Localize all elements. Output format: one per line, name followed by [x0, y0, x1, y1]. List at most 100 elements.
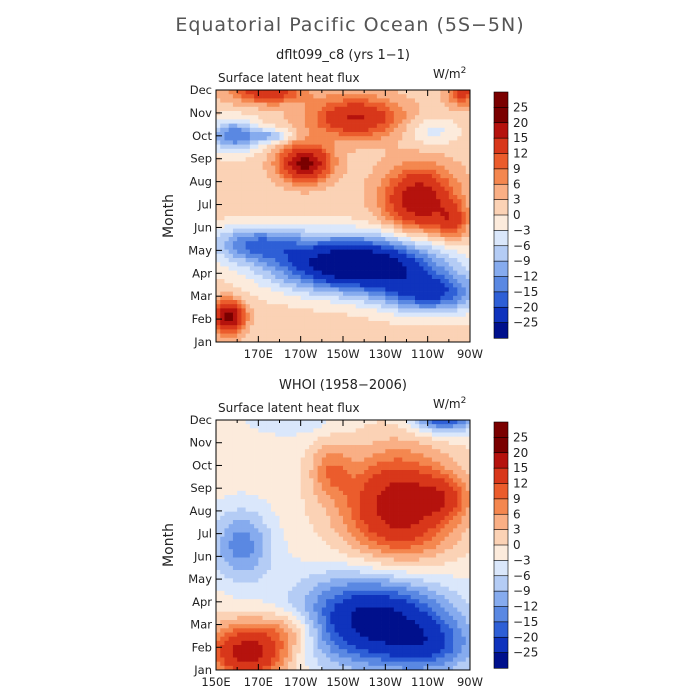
panel-model-cell — [262, 123, 268, 129]
panel-obs-cell — [220, 424, 225, 429]
panel-model-cell — [343, 178, 348, 183]
panel-obs-cell — [309, 490, 314, 496]
panel-model-cell — [258, 211, 263, 217]
panel-model-cell — [453, 195, 458, 200]
panel-model-cell — [317, 140, 323, 145]
panel-model-cell — [389, 337, 395, 343]
panel-obs-cell — [232, 478, 238, 483]
panel-obs-cell — [317, 465, 323, 471]
panel-obs-cell — [453, 499, 458, 504]
panel-model-cell — [423, 148, 429, 154]
panel-model-cell — [347, 279, 352, 284]
panel-model-cell — [427, 211, 433, 217]
panel-obs-cell — [393, 461, 399, 467]
panel-obs-cell — [461, 436, 467, 442]
panel-model-cell — [347, 325, 352, 330]
panel-obs-cell — [334, 445, 340, 450]
panel-model-cell — [338, 123, 344, 129]
panel-model-cell — [321, 207, 327, 213]
panel-model-cell — [326, 270, 331, 276]
panel-model-cell — [258, 157, 263, 162]
panel-model-cell — [326, 90, 331, 95]
panel-obs-cell — [224, 440, 230, 446]
panel-model-cell — [224, 308, 230, 313]
panel-model-cell — [427, 232, 433, 238]
panel-model-cell — [326, 195, 331, 200]
panel-model-cell — [376, 253, 382, 259]
panel-model-cell — [287, 127, 293, 133]
panel-model-cell — [364, 153, 369, 158]
panel-model-cell — [419, 178, 424, 183]
panel-obs-cell — [249, 440, 255, 446]
panel-model-cell — [368, 186, 373, 192]
panel-model-cell — [304, 203, 310, 208]
panel-model-cell — [453, 94, 458, 99]
panel-model-cell — [351, 258, 357, 263]
panel-model-xtick-label: 170W — [284, 347, 317, 361]
panel-model-cell — [453, 291, 458, 297]
panel-model-cell — [419, 207, 424, 213]
panel-model-cell — [216, 249, 221, 255]
panel-model-cell — [448, 144, 454, 150]
panel-model-cell — [258, 106, 263, 112]
panel-obs-cell — [453, 482, 458, 488]
panel-model-cell — [292, 224, 297, 229]
panel-model-cell — [359, 174, 365, 179]
panel-model-cell — [309, 258, 314, 263]
panel-model-cell — [372, 224, 378, 229]
panel-model-cell — [228, 165, 234, 171]
panel-obs-cell — [385, 490, 390, 496]
panel-model-cell — [461, 106, 467, 112]
panel-model-cell — [385, 333, 390, 339]
panel-model-cell — [368, 119, 373, 124]
panel-model-cell — [241, 262, 246, 267]
panel-model-cell — [224, 279, 230, 284]
panel-obs-cell — [355, 440, 361, 446]
panel-model-cell — [271, 262, 276, 267]
panel-model-cell — [292, 304, 297, 309]
panel-model-cell — [406, 337, 412, 343]
panel-obs-cell — [436, 482, 441, 488]
panel-obs-cell — [402, 495, 407, 500]
panel-model-cell — [232, 329, 238, 334]
panel-obs-cell — [343, 436, 348, 442]
panel-model-cell — [448, 337, 454, 343]
panel-obs-cell — [351, 457, 357, 463]
panel-model-cell — [423, 174, 429, 179]
panel-obs-cell — [359, 490, 365, 496]
panel-obs-cell — [237, 499, 242, 504]
panel-model-cell — [368, 90, 373, 95]
panel-obs-cell — [393, 453, 399, 458]
panel-model-cell — [334, 136, 340, 141]
panel-obs-cell — [372, 436, 378, 442]
panel-model-cell — [300, 279, 306, 284]
panel-model-cell — [279, 329, 285, 334]
panel-model-cell — [368, 249, 373, 255]
panel-obs-cell — [271, 478, 276, 483]
panel-model-cell — [402, 228, 407, 234]
panel-model-colorbar-box — [493, 291, 509, 308]
panel-model-cell — [300, 195, 306, 200]
panel-model-cell — [334, 249, 340, 255]
panel-model-cell — [461, 325, 467, 330]
panel-model-cell — [436, 199, 441, 204]
panel-model-cell — [216, 119, 221, 124]
panel-obs-cell — [347, 420, 352, 425]
panel-model-cell — [465, 90, 471, 95]
panel-obs-cell — [258, 503, 263, 508]
panel-obs-cell — [338, 428, 344, 433]
panel-model-cell — [427, 190, 433, 196]
panel-model-cell — [271, 111, 276, 116]
panel-model-cell — [461, 228, 467, 234]
panel-model-cell — [271, 174, 276, 179]
panel-model-cell — [423, 153, 429, 158]
panel-obs-cell — [444, 432, 450, 438]
panel-obs-cell — [313, 424, 318, 429]
panel-obs-cell — [220, 465, 225, 471]
panel-model-cell — [330, 140, 335, 145]
panel-model-cell — [296, 312, 302, 318]
panel-model-cell — [448, 132, 454, 137]
panel-obs-cell — [448, 503, 454, 508]
panel-model-cell — [436, 279, 441, 284]
panel-obs-cell — [334, 432, 340, 438]
